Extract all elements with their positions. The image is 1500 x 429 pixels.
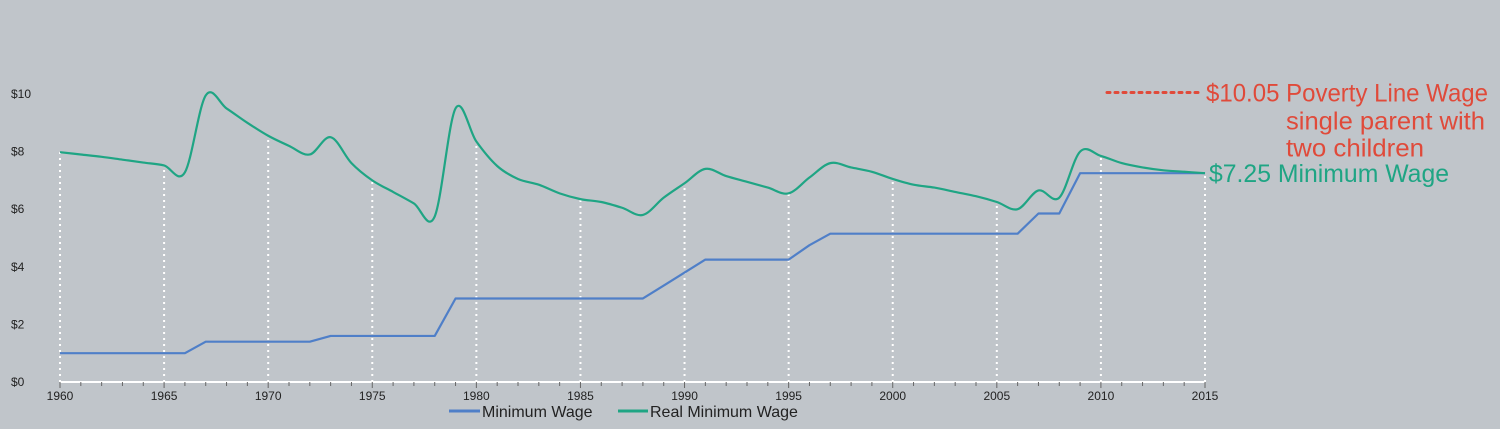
poverty-label-line2: single parent with: [1286, 108, 1485, 136]
x-tick-label: 1980: [463, 389, 490, 403]
y-tick-label: $8: [11, 145, 25, 159]
minimum-wage-annotation: $7.25 Minimum Wage: [1209, 160, 1449, 188]
y-tick-label: $4: [11, 260, 25, 274]
x-tick-label: 1985: [567, 389, 594, 403]
series-line-minimum-wage: [60, 172, 1205, 355]
series-lines: [59, 91, 1206, 355]
grid-lines: [59, 135, 1206, 382]
x-tick-label: 1970: [255, 389, 282, 403]
x-tick-label: 2015: [1192, 389, 1219, 403]
y-tick-label: $0: [11, 375, 25, 389]
legend-label-minimum-wage: Minimum Wage: [482, 404, 593, 421]
y-tick-label: $2: [11, 317, 25, 331]
poverty-label-line3: two children: [1286, 135, 1424, 163]
x-tick-label: 1965: [151, 389, 178, 403]
x-tick-label: 1995: [775, 389, 802, 403]
x-tick-label: 1975: [359, 389, 386, 403]
series-line-real-minimum-wage: [59, 91, 1206, 223]
y-tick-label: $6: [11, 202, 25, 216]
x-axis-ticks: 1960 1965 1970 1975 1980 1985 1990 1995 2000 2005…: [47, 389, 1219, 403]
poverty-label-line1: $10.05 Poverty Line Wage: [1206, 80, 1488, 108]
y-axis-ticks: $0 $2 $4 $6 $8 $10: [11, 87, 31, 389]
poverty-annotation: $10.05 Poverty Line Wage single parent w…: [1105, 80, 1488, 163]
x-tick-label: 2010: [1088, 389, 1115, 403]
y-tick-label: $10: [11, 87, 31, 101]
x-tick-label: 2005: [983, 389, 1010, 403]
x-tick-label: 2000: [879, 389, 906, 403]
legend: Minimum Wage Real Minimum Wage: [449, 404, 798, 421]
legend-label-real-minimum-wage: Real Minimum Wage: [650, 404, 798, 421]
x-tick-label: 1960: [47, 389, 74, 403]
x-tick-label: 1990: [671, 389, 698, 403]
axes: [59, 381, 1206, 388]
